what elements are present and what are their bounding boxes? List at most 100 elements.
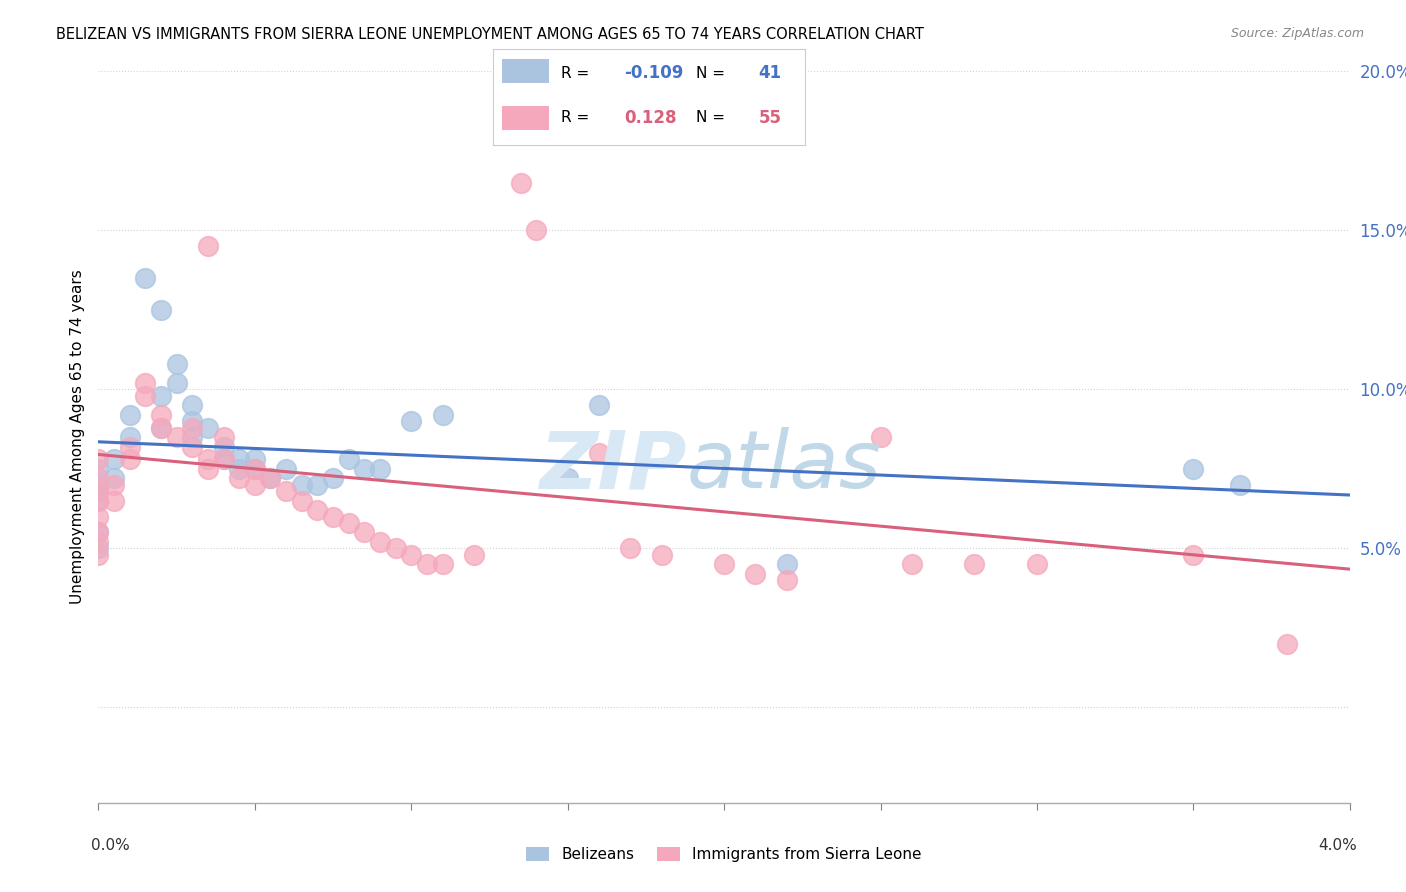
Point [166, 357, 188, 371]
Point [212, 440, 235, 454]
Point [197, 420, 219, 434]
Point [150, 408, 173, 422]
Point [619, 541, 641, 556]
Point [181, 430, 204, 444]
Y-axis label: Unemployment Among Ages 65 to 74 years: Unemployment Among Ages 65 to 74 years [69, 269, 84, 605]
Point [134, 376, 156, 390]
Point [134, 389, 156, 403]
Point [307, 477, 329, 491]
Point [401, 548, 423, 562]
Point [87, 471, 110, 485]
Point [1277, 637, 1299, 651]
Point [118, 430, 141, 444]
Point [150, 389, 173, 403]
Point [353, 525, 375, 540]
Point [744, 566, 766, 581]
Point [291, 477, 314, 491]
Point [150, 420, 173, 434]
Point [588, 446, 610, 460]
Point [228, 452, 250, 467]
Point [87, 493, 110, 508]
Point [87, 541, 110, 556]
Point [197, 239, 219, 253]
Point [87, 509, 110, 524]
Text: ZIP: ZIP [538, 427, 686, 506]
Point [524, 223, 547, 237]
Point [87, 452, 110, 467]
Point [118, 440, 141, 454]
Point [650, 548, 672, 562]
Text: atlas: atlas [686, 427, 882, 506]
Point [87, 484, 110, 499]
Point [87, 484, 110, 499]
Point [588, 398, 610, 412]
Point [181, 414, 204, 428]
Point [322, 509, 344, 524]
Point [713, 558, 735, 572]
Point [509, 176, 531, 190]
Point [337, 452, 360, 467]
Point [118, 408, 141, 422]
Legend: Belizeans, Immigrants from Sierra Leone: Belizeans, Immigrants from Sierra Leone [520, 841, 928, 868]
Point [776, 573, 799, 587]
Point [322, 471, 344, 485]
Point [181, 398, 204, 412]
Point [353, 462, 375, 476]
Text: 4.0%: 4.0% [1317, 838, 1357, 854]
Point [228, 471, 250, 485]
Point [900, 558, 922, 572]
Point [166, 376, 188, 390]
Point [181, 420, 204, 434]
Point [243, 462, 266, 476]
Point [87, 493, 110, 508]
Point [228, 462, 250, 476]
Point [307, 503, 329, 517]
Point [463, 548, 485, 562]
Point [368, 462, 391, 476]
Point [212, 452, 235, 467]
Point [776, 558, 799, 572]
Point [212, 452, 235, 467]
Point [87, 525, 110, 540]
Point [368, 535, 391, 549]
Text: Source: ZipAtlas.com: Source: ZipAtlas.com [1230, 27, 1364, 40]
Point [432, 408, 454, 422]
Point [134, 271, 156, 285]
Point [87, 525, 110, 540]
Point [103, 471, 125, 485]
Point [494, 121, 516, 136]
Point [87, 548, 110, 562]
Point [1182, 462, 1205, 476]
Point [416, 558, 439, 572]
Point [963, 558, 986, 572]
Point [274, 462, 298, 476]
Point [432, 558, 454, 572]
Point [118, 452, 141, 467]
Point [259, 471, 281, 485]
Point [243, 462, 266, 476]
Point [274, 484, 298, 499]
Text: 0.0%: 0.0% [91, 838, 131, 854]
Text: BELIZEAN VS IMMIGRANTS FROM SIERRA LEONE UNEMPLOYMENT AMONG AGES 65 TO 74 YEARS : BELIZEAN VS IMMIGRANTS FROM SIERRA LEONE… [56, 27, 924, 42]
Point [1229, 477, 1251, 491]
Point [181, 440, 204, 454]
Point [291, 493, 314, 508]
Point [384, 541, 406, 556]
Point [869, 430, 891, 444]
Point [212, 430, 235, 444]
Point [197, 462, 219, 476]
Point [557, 471, 579, 485]
Point [243, 477, 266, 491]
Point [150, 302, 173, 317]
Point [401, 414, 423, 428]
Point [103, 477, 125, 491]
Point [87, 462, 110, 476]
Point [166, 430, 188, 444]
Point [1182, 548, 1205, 562]
Point [87, 535, 110, 549]
Point [337, 516, 360, 530]
Point [103, 493, 125, 508]
Point [150, 420, 173, 434]
Point [87, 477, 110, 491]
Point [103, 452, 125, 467]
